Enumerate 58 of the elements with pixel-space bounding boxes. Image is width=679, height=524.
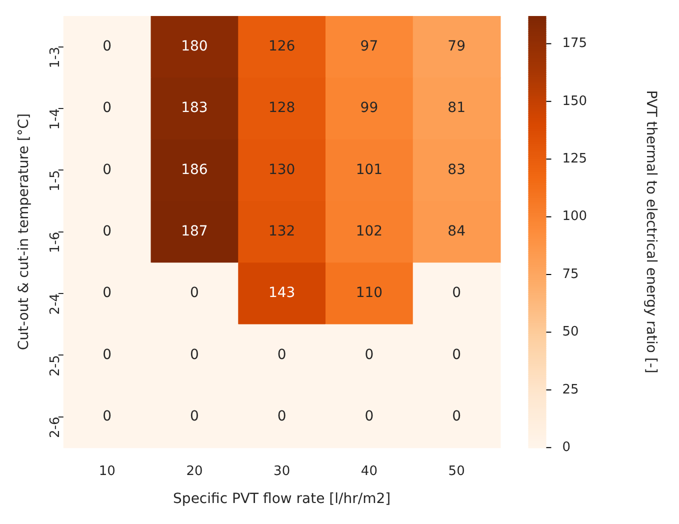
data-label: 101 (356, 162, 383, 178)
x-tick-label: 20 (186, 464, 203, 479)
data-label: 0 (190, 285, 199, 302)
data-label: 126 (268, 38, 296, 54)
data-label: 180 (181, 38, 208, 54)
data-label: 130 (268, 162, 296, 178)
data-label: 84 (448, 223, 466, 240)
data-label: 0 (102, 285, 112, 302)
data-label: 187 (181, 223, 208, 240)
data-label: 0 (102, 223, 112, 240)
color-bar-label: 150 (562, 94, 588, 109)
data-label: 0 (190, 346, 199, 363)
data-label: 183 (181, 100, 208, 116)
color-bar-label: 100 (562, 209, 588, 224)
y-tick-label: 1-3 (48, 46, 63, 68)
data-label: 143 (268, 285, 296, 302)
y-tick-label: 1-4 (48, 108, 63, 130)
y-axis-title: Cut-out & cut-in temperature [°C] (16, 113, 32, 350)
data-label: 97 (360, 38, 378, 54)
data-label: 81 (448, 100, 466, 116)
data-label: 0 (277, 346, 286, 363)
color-bar-label: 25 (562, 382, 579, 398)
color-bar-title: PVT thermal to electrical energy ratio [-] (642, 90, 659, 374)
data-label: 0 (102, 38, 112, 54)
y-tick-label: 2-6 (48, 416, 63, 438)
color-bar-label: 0 (562, 440, 571, 455)
data-label: 0 (190, 408, 199, 424)
x-tick-label: 10 (98, 464, 116, 479)
x-tick-label: 30 (274, 464, 290, 479)
data-label: 0 (364, 346, 374, 363)
data-label: 0 (452, 285, 462, 302)
data-label: 0 (102, 100, 112, 116)
color-bar-label: 175 (562, 36, 588, 52)
data-label: 102 (356, 223, 383, 240)
y-tick-label: 1-5 (48, 170, 63, 192)
x-tick-label: 50 (448, 464, 465, 479)
data-label: 83 (448, 162, 466, 178)
data-label: 99 (360, 100, 378, 116)
data-label: 0 (102, 408, 112, 424)
data-label: 79 (448, 38, 466, 54)
data-label: 0 (102, 346, 112, 363)
data-label: 0 (102, 162, 112, 178)
color-bar-label: 50 (562, 324, 579, 340)
color-bar-label: 75 (562, 266, 579, 282)
data-label: 110 (356, 285, 383, 302)
data-label: 0 (277, 408, 286, 424)
data-label: 128 (268, 100, 296, 116)
color-bar-label: 125 (562, 151, 588, 166)
x-axis-title: Specific PVT flow rate [l/hr/m2] (173, 491, 391, 508)
data-label: 132 (268, 223, 296, 240)
x-tick-label: 40 (360, 464, 378, 479)
data-label: 0 (452, 346, 462, 363)
y-tick-label: 2-5 (48, 355, 63, 376)
data-label: 186 (181, 162, 208, 178)
y-tick-label: 2-4 (48, 293, 63, 315)
data-label: 0 (364, 408, 374, 424)
y-tick-label: 1-6 (48, 232, 63, 254)
data-label: 0 (452, 408, 462, 424)
